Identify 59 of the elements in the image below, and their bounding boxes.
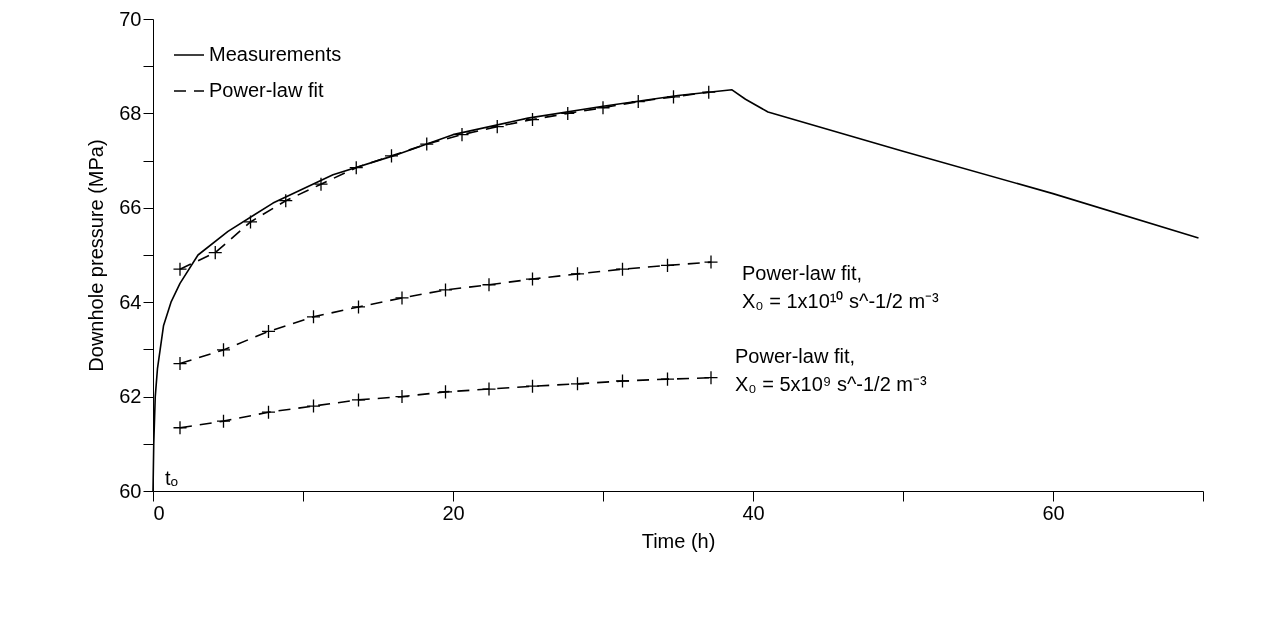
y-tick-label: 66 <box>119 196 142 219</box>
point <box>394 290 410 306</box>
point <box>351 299 366 315</box>
point <box>394 389 410 404</box>
point <box>351 392 366 408</box>
legend-label: Power-law fit <box>209 79 324 101</box>
point <box>660 371 675 387</box>
x-axis-title: Time (h) <box>641 529 716 552</box>
point <box>278 193 293 208</box>
point <box>666 89 681 105</box>
y-tick-label: 64 <box>119 290 142 313</box>
point <box>660 258 675 273</box>
point <box>306 398 321 414</box>
point <box>306 309 321 324</box>
annotation: tₒ <box>165 467 179 489</box>
y-tick-label: 70 <box>119 7 142 30</box>
point <box>349 160 364 175</box>
legend-label: Measurements <box>209 43 342 65</box>
point <box>490 119 505 134</box>
point <box>313 177 329 192</box>
point <box>208 245 223 260</box>
point <box>384 148 399 164</box>
point <box>454 127 470 142</box>
point <box>438 282 453 298</box>
y-tick-label: 68 <box>119 101 142 124</box>
point <box>703 370 719 385</box>
annotation: Power-law fit, X₀ = 5x10⁹ s^-1/2 m⁻³ <box>735 345 927 395</box>
point <box>560 106 575 121</box>
y-tick-label: 60 <box>119 479 142 502</box>
x-tick-label: 20 <box>442 501 465 524</box>
point <box>261 324 276 339</box>
point <box>243 214 258 230</box>
point <box>570 266 585 282</box>
point <box>525 379 540 394</box>
y-tick-label: 62 <box>119 385 142 408</box>
point <box>615 373 630 389</box>
annotation: Power-law fit, X₀ = 1x10¹⁰ s^-1/2 m⁻³ <box>742 262 940 312</box>
point <box>172 261 188 277</box>
point <box>570 376 585 392</box>
point <box>261 405 276 420</box>
point <box>525 112 540 127</box>
x-tick-label: 40 <box>742 501 765 524</box>
point <box>525 271 540 287</box>
point <box>481 381 497 397</box>
point <box>615 261 630 277</box>
point <box>481 277 497 292</box>
point <box>419 136 434 152</box>
y-axis-title: Downhole pressure (MPa) <box>85 139 108 372</box>
x-tick-label: 60 <box>1042 501 1065 524</box>
point <box>703 254 719 270</box>
x-tick-label: 0 <box>153 501 165 524</box>
point <box>216 413 231 429</box>
point <box>438 384 453 400</box>
point <box>216 342 231 358</box>
point <box>595 100 611 115</box>
point <box>172 420 188 435</box>
point <box>631 94 646 109</box>
point <box>701 84 716 100</box>
point <box>172 356 188 371</box>
